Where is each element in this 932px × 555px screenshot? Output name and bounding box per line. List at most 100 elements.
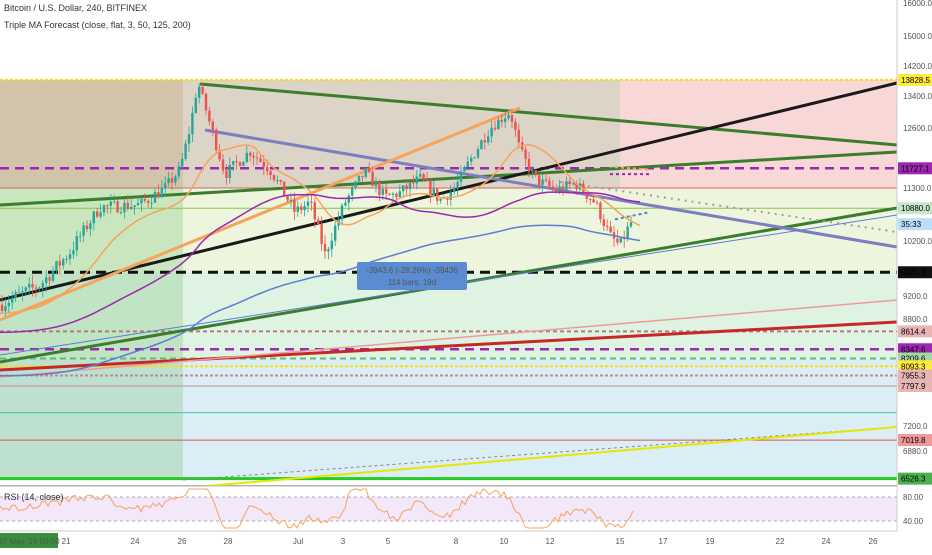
candle-body [255, 157, 259, 159]
ma-mid-line [0, 191, 641, 334]
candle-body [534, 170, 537, 176]
candle-body [31, 284, 34, 288]
candle-body [555, 188, 558, 192]
candle-body [616, 238, 619, 243]
price-badge-label: 8209.6 [901, 354, 926, 363]
candle-body [497, 119, 500, 130]
price-badge [898, 360, 932, 373]
price-badge [898, 380, 932, 393]
rsi-band [0, 497, 897, 521]
candle-body [589, 198, 592, 200]
candle-body [592, 199, 595, 203]
candle-body [119, 212, 123, 214]
price-tick-label: 12600.0 [903, 124, 932, 133]
candle-body [300, 206, 303, 211]
time-tick-label: 5 [386, 537, 391, 546]
chart-title: Bitcoin / U.S. Dollar, 240, BITFINEX [4, 3, 148, 13]
candle-body [48, 277, 51, 281]
candle-body [344, 202, 347, 206]
candle-body [483, 140, 486, 143]
candle-body [419, 174, 422, 177]
candle-body [245, 152, 248, 162]
candle-body [45, 277, 48, 283]
candle-body [113, 201, 116, 203]
candle-body [432, 188, 435, 195]
candle-body [262, 161, 265, 168]
price-tick-label: 8800.0 [903, 315, 928, 324]
candle-body [517, 129, 520, 143]
candle-body [28, 284, 31, 288]
price-badge-label: 7019.8 [901, 436, 926, 445]
candle-body [602, 219, 605, 227]
candle-body [351, 187, 354, 196]
price-tick-label: 9200.0 [903, 292, 928, 301]
trendline-gray-dashed [182, 426, 898, 481]
indicator-legend: Triple MA Forecast (close, flat, 3, 50, … [4, 20, 191, 30]
price-badge-label: 11727.1 [901, 164, 930, 173]
candle-body [51, 270, 55, 281]
candle-body [174, 176, 177, 183]
candle-body [153, 192, 157, 203]
time-tick-label: 15 [616, 537, 625, 546]
candle-body [160, 187, 163, 198]
candle-body [296, 206, 299, 212]
candle-body [187, 134, 191, 144]
candle-body [157, 192, 160, 198]
candle-body [466, 161, 469, 168]
candle-body [116, 201, 119, 213]
candle-body [606, 226, 609, 228]
candle-body [201, 86, 204, 94]
candle-body [629, 222, 633, 227]
candle-body [58, 261, 61, 266]
candle-body [123, 202, 126, 213]
time-tick-label: 12 [546, 537, 555, 546]
candle-body [317, 219, 320, 225]
candle-body [595, 202, 599, 204]
candle-body [361, 175, 364, 177]
candle-body [150, 202, 153, 204]
candle-body [130, 206, 133, 209]
candle-body [11, 297, 14, 303]
price-badge [898, 73, 932, 86]
price-badge-label: 7797.9 [901, 382, 926, 391]
candle-body [7, 302, 10, 307]
trendline-top-descending [199, 82, 898, 147]
candle-body [476, 149, 480, 158]
candle-body [191, 112, 194, 135]
candle-body [89, 223, 92, 230]
candle-body [184, 143, 187, 159]
rsi-legend: RSI (14, close) [4, 492, 64, 502]
candle-body [453, 188, 456, 192]
rsi-tick-label: 40.00 [903, 517, 924, 526]
rsi-line [0, 488, 634, 530]
candle-body [272, 175, 276, 181]
candle-body [249, 152, 252, 156]
trendline-dotted [559, 181, 898, 233]
price-badge [898, 202, 932, 215]
candle-body [504, 118, 507, 122]
candle-body [211, 121, 214, 130]
price-badge-label: 8614.4 [901, 327, 926, 336]
price-badge-label: 8347.6 [901, 345, 926, 354]
candle-body [609, 226, 612, 233]
candle-body [82, 225, 85, 236]
candle-body [242, 161, 245, 166]
trendline-red [0, 320, 898, 372]
trendline-purple [204, 128, 898, 249]
time-cursor-label: 27 May '19 00:00 [0, 537, 60, 546]
candle-body [170, 178, 174, 183]
trendline-black-ascending [0, 81, 898, 302]
candle-body [487, 136, 490, 143]
candle-body [561, 186, 565, 191]
candle-body [215, 129, 218, 151]
candle-body [619, 237, 622, 243]
price-tick-label: 14200.0 [903, 62, 932, 71]
candle-body [252, 155, 255, 158]
trendline-yellow [182, 426, 898, 489]
candle-body [313, 202, 316, 220]
candle-body [126, 202, 129, 209]
candle-body [286, 195, 289, 201]
candle-body [0, 304, 4, 312]
